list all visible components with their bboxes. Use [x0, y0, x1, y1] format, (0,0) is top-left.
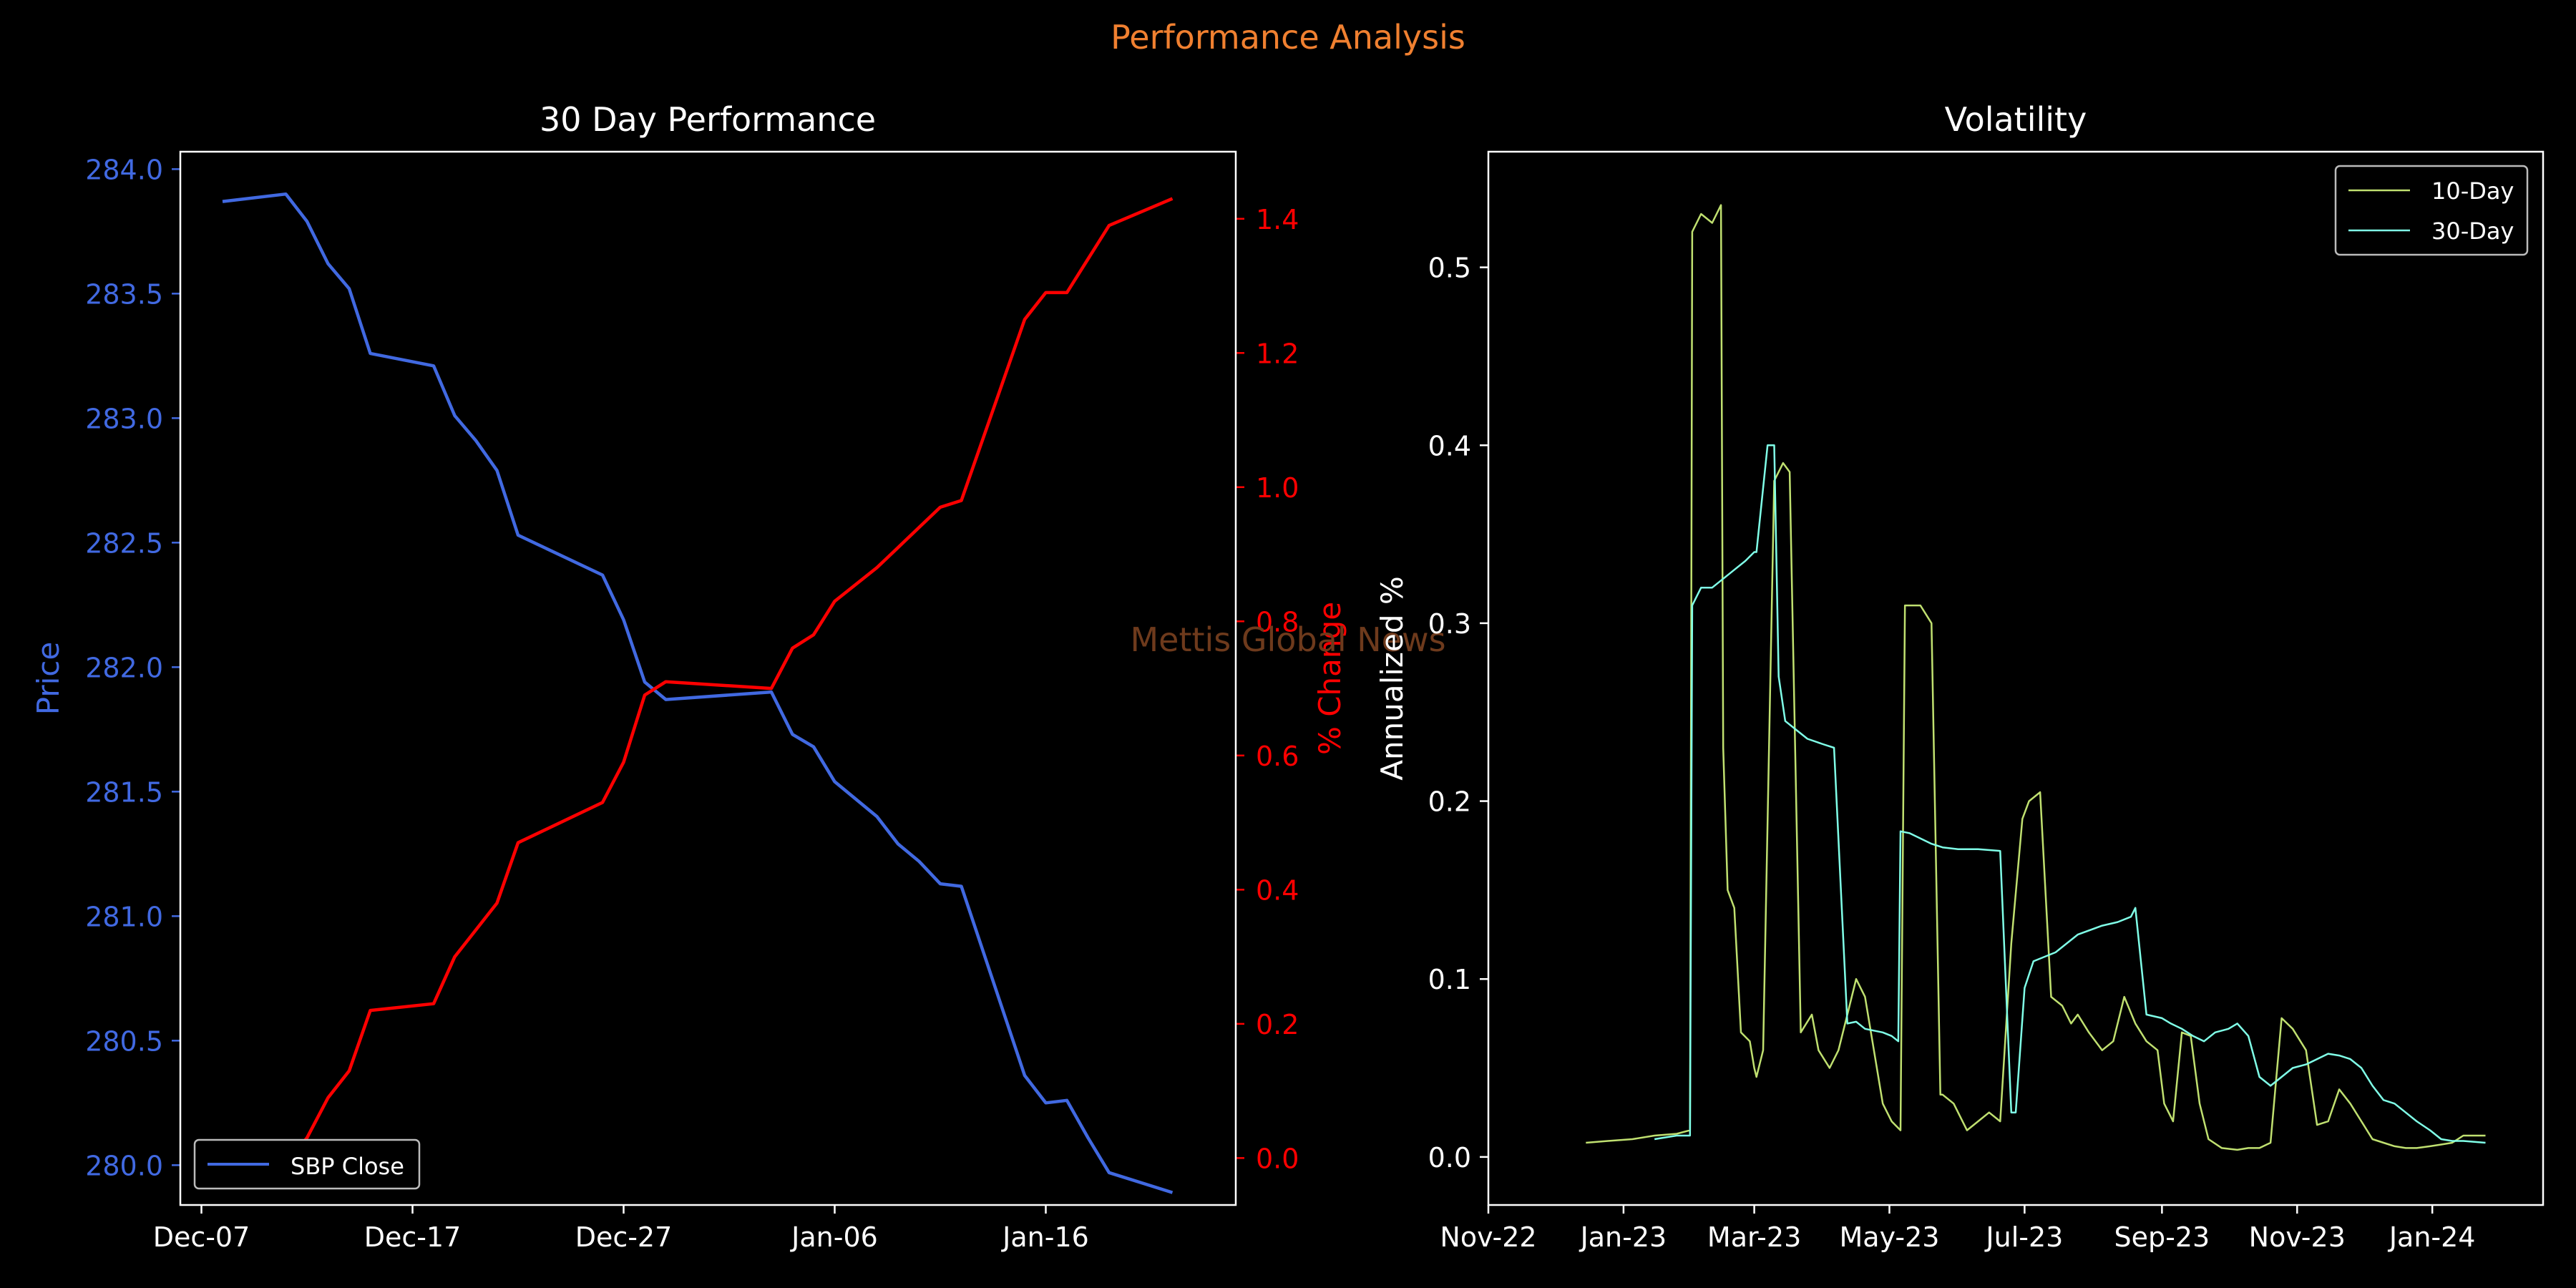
volatility-date-axis: Nov-22 Jan-23 Mar-23 May-23 Jul-23 Sep-23 Nov-… [1440, 1205, 2475, 1253]
pct-change-line [222, 197, 1174, 1166]
pct-change-axis: 0.0 0.2 0.4 0.6 0.8 1.0 1.2 1.4 [1236, 204, 1299, 1174]
volatility-date-tick-label: Mar-23 [1707, 1221, 1801, 1253]
volatility-date-tick-label: Nov-22 [1440, 1221, 1536, 1253]
performance-plot-frame [179, 150, 1237, 1206]
performance-date-axis: Dec-07 Dec-17 Dec-27 Jan-06 Jan-16 [153, 1205, 1089, 1253]
performance-chart: 30 Day Performance 280.0280.5281.0281.52… [31, 100, 1347, 1253]
performance-series [222, 192, 1174, 1194]
price-tick-label: 284.0 [85, 154, 163, 185]
legend-label-sbp-close: SBP Close [291, 1153, 404, 1180]
price-tick-label: 281.0 [85, 901, 163, 932]
performance-legend: SBP Close [193, 1138, 421, 1190]
volatility-tick-label: 0.2 [1428, 786, 1471, 818]
sbp-close-line [222, 192, 1174, 1194]
date-tick-label: Dec-07 [153, 1221, 250, 1253]
volatility-date-tick-label: May-23 [1840, 1221, 1940, 1253]
pct-tick-label: 1.4 [1256, 204, 1299, 235]
volatility-date-tick-label: Jan-24 [2388, 1221, 2476, 1253]
price-axis-label: Price [31, 642, 66, 715]
pct-tick-label: 0.0 [1256, 1143, 1299, 1174]
price-tick-label: 282.5 [85, 527, 163, 559]
price-tick-label: 283.5 [85, 278, 163, 310]
volatility-tick-label: 0.0 [1428, 1142, 1471, 1174]
pct-tick-label: 1.2 [1256, 338, 1299, 369]
volatility-tick-label: 0.5 [1428, 253, 1471, 284]
volatility-chart-title: Volatility [1945, 100, 2087, 139]
pct-tick-label: 0.8 [1256, 606, 1299, 638]
pct-change-axis-label: % Change [1312, 602, 1347, 755]
volatility-date-tick-label: Jul-23 [1984, 1221, 2063, 1253]
date-tick-label: Jan-16 [1001, 1221, 1089, 1253]
volatility-plot-frame [1487, 150, 2545, 1206]
volatility-tick-label: 0.4 [1428, 430, 1471, 462]
volatility-30-day-line [1654, 444, 2486, 1144]
watermark-text: Mettis Global News [1130, 620, 1445, 659]
volatility-date-tick-label: Sep-23 [2114, 1221, 2210, 1253]
performance-chart-title: 30 Day Performance [540, 100, 876, 139]
price-tick-label: 283.0 [85, 403, 163, 434]
volatility-legend-box [2334, 165, 2529, 256]
price-axis: 280.0 280.5 281.0 281.5 282.0 282.5 283.0 283.5… [85, 154, 180, 1181]
volatility-10-day-line [1586, 204, 2486, 1151]
volatility-series [1586, 204, 2486, 1151]
legend-label-30-day: 30-Day [2431, 218, 2514, 245]
volatility-date-tick-label: Nov-23 [2249, 1221, 2346, 1253]
price-tick-label: 282.0 [85, 652, 163, 683]
figure-title: Performance Analysis [1111, 18, 1465, 57]
volatility-tick-label: 0.1 [1428, 964, 1471, 995]
volatility-legend: 10-Day 30-Day [2334, 165, 2529, 256]
performance-legend-box [193, 1138, 421, 1190]
date-tick-label: Jan-06 [790, 1221, 878, 1253]
volatility-axis-label: Annualized % [1375, 576, 1410, 780]
price-tick-label: 281.5 [85, 776, 163, 808]
pct-tick-label: 1.0 [1256, 472, 1299, 504]
price-tick-label: 280.0 [85, 1150, 163, 1181]
date-tick-label: Dec-17 [364, 1221, 462, 1253]
volatility-tick-label: 0.3 [1428, 608, 1471, 640]
volatility-date-tick-label: Jan-23 [1579, 1221, 1667, 1253]
date-tick-label: Dec-27 [575, 1221, 673, 1253]
volatility-y-axis: 0.0 0.1 0.2 0.3 0.4 0.5 [1428, 253, 1488, 1174]
pct-tick-label: 0.2 [1256, 1009, 1299, 1040]
volatility-chart: Volatility 0.0 0.1 0.2 0.3 0.4 0.5 Nov-22 Jan-… [1375, 100, 2545, 1253]
legend-label-10-day: 10-Day [2431, 177, 2514, 205]
pct-tick-label: 0.6 [1256, 741, 1299, 772]
price-tick-label: 280.5 [85, 1025, 163, 1057]
pct-tick-label: 0.4 [1256, 874, 1299, 906]
